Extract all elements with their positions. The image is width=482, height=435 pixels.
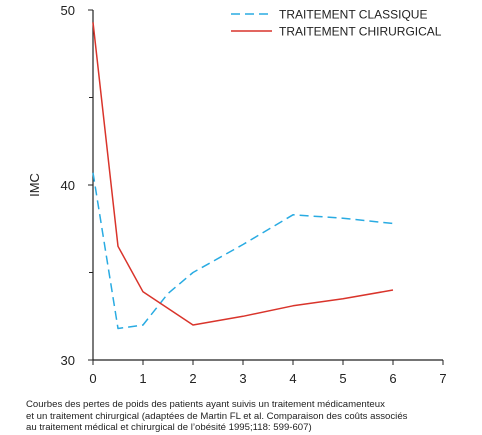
series-line-0 [92, 172, 394, 330]
y-tick-label-2: 50 [61, 3, 75, 18]
series-line-1 [92, 22, 394, 326]
y-tick-label-1: 40 [61, 178, 75, 193]
x-tick-label-3: 3 [239, 371, 246, 386]
legend-label-0: TRAITEMENT CLASSIQUE [279, 8, 427, 22]
x-tick-label-2: 2 [189, 371, 196, 386]
legend-label-1: TRAITEMENT CHIRURGICAL [279, 25, 442, 39]
x-tick-label-1: 1 [139, 371, 146, 386]
y-tick-label-0: 30 [61, 353, 75, 368]
legend: TRAITEMENT CLASSIQUE TRAITEMENT CHIRURGIC… [231, 8, 442, 39]
x-tick-label-6: 6 [389, 371, 396, 386]
series-layer [92, 22, 394, 330]
y-axis-title: IMC [27, 173, 42, 197]
x-tick-label-0: 0 [89, 371, 96, 386]
axes: 0 1 2 3 4 5 6 7 30 40 50 IMC [27, 3, 447, 386]
caption-line-1: Courbes des pertes de poids des patients… [26, 399, 385, 410]
x-tick-label-5: 5 [339, 371, 346, 386]
x-tick-label-7: 7 [439, 371, 446, 386]
caption-line-3: au traitement médical et chirurgical de … [26, 422, 312, 433]
figure-caption: Courbes des pertes de poids des patients… [26, 399, 476, 434]
caption-line-2: et un traitement chirurgical (adaptées d… [26, 410, 408, 422]
x-tick-label-4: 4 [289, 371, 296, 386]
